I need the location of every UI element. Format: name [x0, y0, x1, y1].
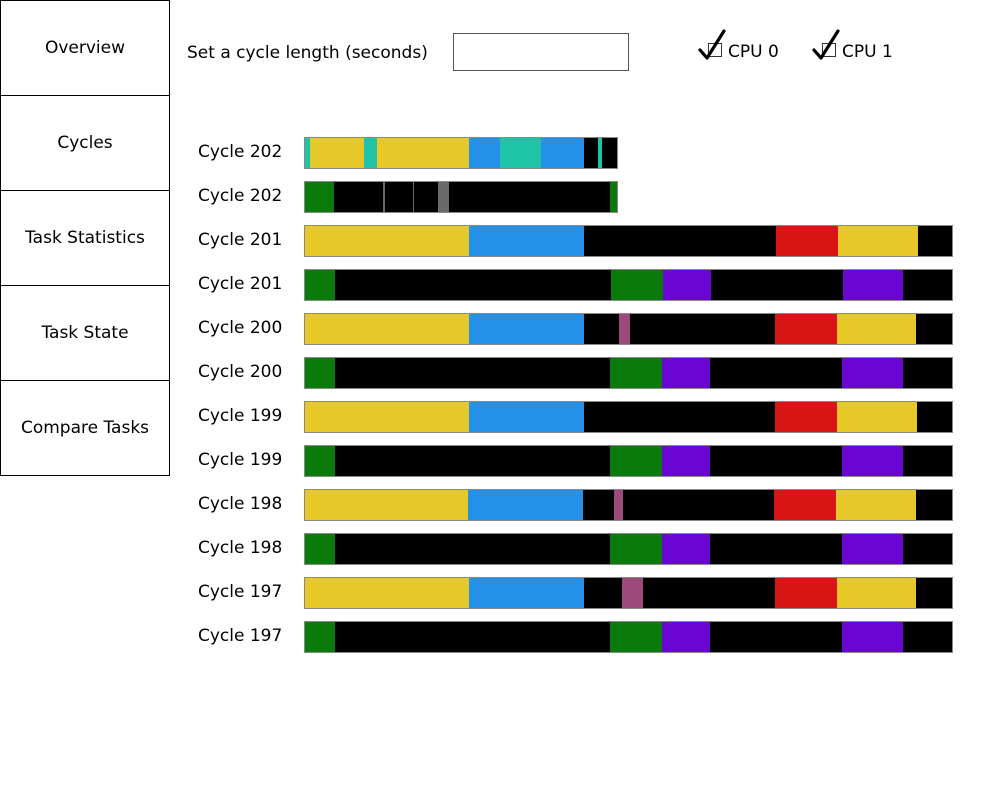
checkmark-icon [698, 29, 726, 60]
task-segment-yellow[interactable] [838, 226, 919, 256]
task-segment-purple[interactable] [842, 446, 903, 476]
task-segment-green[interactable] [610, 622, 663, 652]
cycle-label: Cycle 198 [198, 538, 283, 558]
task-segment-red[interactable] [774, 490, 837, 520]
cycle-label: Cycle 199 [198, 406, 283, 426]
task-segment-yellow[interactable] [837, 402, 918, 432]
cycle-label: Cycle 201 [198, 274, 283, 294]
cycle-timeline-bar[interactable] [304, 313, 953, 345]
task-segment-green[interactable] [610, 358, 663, 388]
task-segment-blue[interactable] [468, 138, 500, 168]
task-segment-blue[interactable] [468, 490, 584, 520]
nav-item-label: Task Statistics [25, 228, 145, 248]
nav-item-label: Overview [44, 38, 126, 58]
nav-task-statistics[interactable]: Task Statistics [0, 190, 170, 286]
task-segment-purple[interactable] [662, 534, 711, 564]
cycle-timeline-bar[interactable] [304, 577, 953, 609]
task-segment-green[interactable] [305, 270, 336, 300]
task-segment-green[interactable] [610, 446, 663, 476]
task-segment-yellow[interactable] [836, 578, 917, 608]
task-segment-yellow[interactable] [305, 490, 469, 520]
task-segment-green[interactable] [305, 358, 335, 388]
task-segment-red[interactable] [775, 402, 838, 432]
cycle-label: Cycle 197 [198, 582, 283, 602]
cycle-timeline-bar[interactable] [304, 533, 953, 565]
task-segment-teal[interactable] [598, 138, 602, 168]
task-segment-green[interactable] [305, 182, 335, 212]
cpu0-label: CPU 0 [728, 42, 779, 62]
task-segment-gray[interactable] [383, 182, 385, 212]
task-segment-yellow[interactable] [305, 578, 470, 608]
task-segment-magenta[interactable] [618, 314, 630, 344]
cycle-timeline-bar[interactable] [304, 401, 953, 433]
task-segment-magenta[interactable] [622, 578, 644, 608]
task-segment-yellow[interactable] [305, 226, 470, 256]
task-segment-yellow[interactable] [376, 138, 469, 168]
task-segment-green[interactable] [305, 622, 335, 652]
task-segment-yellow[interactable] [836, 314, 917, 344]
task-segment-yellow[interactable] [309, 138, 365, 168]
cycle-timeline-bar[interactable] [304, 225, 953, 257]
task-segment-green[interactable] [305, 446, 335, 476]
task-segment-teal[interactable] [364, 138, 377, 168]
task-segment-teal[interactable] [305, 138, 310, 168]
cycle-length-input[interactable] [453, 33, 629, 71]
nav-compare-tasks[interactable]: Compare Tasks [0, 380, 170, 476]
task-segment-red[interactable] [774, 578, 837, 608]
cycle-label: Cycle 200 [198, 362, 283, 382]
task-segment-green[interactable] [610, 182, 617, 212]
cycle-length-label: Set a cycle length (seconds) [187, 43, 428, 63]
task-segment-blue[interactable] [469, 314, 584, 344]
task-segment-purple[interactable] [662, 446, 711, 476]
task-segment-blue[interactable] [469, 578, 584, 608]
cycle-label: Cycle 200 [198, 318, 283, 338]
task-segment-gray[interactable] [437, 182, 449, 212]
task-segment-purple[interactable] [842, 622, 903, 652]
cycle-label: Cycle 197 [198, 626, 283, 646]
task-segment-green[interactable] [610, 534, 663, 564]
task-segment-blue[interactable] [468, 402, 584, 432]
nav-item-label: Task State [41, 323, 129, 343]
cycle-label: Cycle 202 [198, 186, 283, 206]
task-segment-blue[interactable] [540, 138, 585, 168]
task-segment-purple[interactable] [662, 358, 711, 388]
cycle-timeline-bar[interactable] [304, 269, 953, 301]
cycle-timeline-bar[interactable] [304, 621, 953, 653]
cpu1-label: CPU 1 [842, 42, 893, 62]
task-segment-purple[interactable] [842, 534, 903, 564]
task-segment-purple[interactable] [662, 270, 711, 300]
checkmark-icon [812, 29, 840, 60]
cycle-timeline-bar[interactable] [304, 181, 618, 213]
cycle-timeline-bar[interactable] [304, 489, 953, 521]
nav-item-label: Compare Tasks [20, 418, 150, 438]
nav-overview[interactable]: Overview [0, 0, 170, 96]
task-segment-purple[interactable] [842, 270, 904, 300]
cycle-timeline-bar[interactable] [304, 137, 618, 169]
task-segment-green[interactable] [611, 270, 663, 300]
task-segment-blue[interactable] [469, 226, 585, 256]
cycle-label: Cycle 199 [198, 450, 283, 470]
task-segment-purple[interactable] [842, 358, 903, 388]
cycle-timeline-bar[interactable] [304, 357, 953, 389]
sidebar-nav: Overview Cycles Task Statistics Task Sta… [0, 0, 170, 476]
task-segment-purple[interactable] [662, 622, 711, 652]
task-segment-green[interactable] [305, 534, 335, 564]
task-segment-yellow[interactable] [305, 402, 469, 432]
task-segment-yellow[interactable] [305, 314, 470, 344]
nav-item-label: Cycles [57, 133, 113, 153]
task-segment-yellow[interactable] [836, 490, 916, 520]
nav-task-state[interactable]: Task State [0, 285, 170, 381]
cycle-label: Cycle 201 [198, 230, 283, 250]
task-segment-teal[interactable] [500, 138, 541, 168]
cycle-timeline-bar[interactable] [304, 445, 953, 477]
task-segment-magenta[interactable] [614, 490, 624, 520]
task-segment-gray[interactable] [412, 182, 415, 212]
cycle-label: Cycle 198 [198, 494, 283, 514]
nav-cycles[interactable]: Cycles [0, 95, 170, 191]
task-segment-red[interactable] [776, 226, 839, 256]
cycle-label: Cycle 202 [198, 142, 283, 162]
task-segment-red[interactable] [774, 314, 837, 344]
